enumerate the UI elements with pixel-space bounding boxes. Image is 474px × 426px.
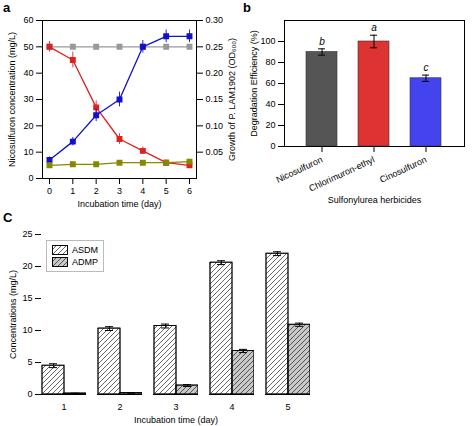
svg-text:5: 5 bbox=[285, 402, 290, 412]
html-text:b: b bbox=[243, 0, 251, 15]
svg-text:0.05: 0.05 bbox=[206, 147, 224, 157]
svg-text:100: 100 bbox=[260, 36, 275, 46]
svg-text:60: 60 bbox=[23, 15, 33, 25]
svg-text:20: 20 bbox=[265, 120, 275, 130]
svg-text:Concentrations (mg/L): Concentrations (mg/L) bbox=[8, 270, 18, 359]
svg-text:20: 20 bbox=[23, 121, 33, 131]
html-text:ASDM: ASDM bbox=[72, 245, 98, 255]
svg-text:25: 25 bbox=[22, 229, 32, 239]
svg-text:Chlorimuron-ethyl: Chlorimuron-ethyl bbox=[307, 154, 376, 193]
svg-text:Incubation time (day): Incubation time (day) bbox=[77, 199, 161, 209]
svg-text:80: 80 bbox=[265, 57, 275, 67]
svg-text:0.15: 0.15 bbox=[206, 94, 224, 104]
svg-text:b: b bbox=[319, 36, 325, 47]
svg-text:0: 0 bbox=[47, 186, 52, 196]
svg-text:c: c bbox=[424, 62, 429, 73]
svg-text:2: 2 bbox=[117, 402, 122, 412]
svg-text:Degradation Efficiency (%): Degradation Efficiency (%) bbox=[249, 30, 259, 136]
svg-text:0.30: 0.30 bbox=[206, 15, 224, 25]
svg-text:0.20: 0.20 bbox=[206, 68, 224, 78]
svg-text:0: 0 bbox=[28, 173, 33, 183]
svg-text:6: 6 bbox=[187, 186, 192, 196]
svg-text:15: 15 bbox=[22, 293, 32, 303]
svg-text:4: 4 bbox=[229, 402, 234, 412]
svg-text:5: 5 bbox=[27, 357, 32, 367]
svg-text:5: 5 bbox=[164, 186, 169, 196]
svg-text:40: 40 bbox=[265, 99, 275, 109]
svg-text:4: 4 bbox=[140, 186, 145, 196]
svg-text:Growth of P. LAM1902 (OD₆₀₀): Growth of P. LAM1902 (OD₆₀₀) bbox=[227, 38, 237, 161]
svg-text:50: 50 bbox=[23, 42, 33, 52]
svg-text:2: 2 bbox=[94, 186, 99, 196]
html-text:a: a bbox=[3, 0, 11, 15]
svg-text:1: 1 bbox=[61, 402, 66, 412]
html-text:ADMP: ADMP bbox=[72, 257, 98, 267]
svg-text:20: 20 bbox=[22, 261, 32, 271]
svg-text:a: a bbox=[371, 22, 377, 33]
svg-text:Cinosulfuron: Cinosulfuron bbox=[378, 154, 428, 184]
html-text:C: C bbox=[3, 210, 13, 225]
svg-text:40: 40 bbox=[23, 68, 33, 78]
svg-text:Nicosulfuron: Nicosulfuron bbox=[274, 154, 325, 185]
svg-text:0.10: 0.10 bbox=[206, 121, 224, 131]
svg-text:0: 0 bbox=[270, 141, 275, 151]
svg-text:30: 30 bbox=[23, 94, 33, 104]
svg-text:10: 10 bbox=[22, 325, 32, 335]
svg-text:0: 0 bbox=[27, 389, 32, 399]
svg-text:0.25: 0.25 bbox=[206, 42, 224, 52]
svg-text:Nicosulfuron concentration (mg: Nicosulfuron concentration (mg/L) bbox=[7, 32, 17, 167]
svg-text:Sulfonylurea herbicides: Sulfonylurea herbicides bbox=[328, 195, 422, 205]
svg-text:Incubation time (day): Incubation time (day) bbox=[134, 415, 218, 425]
svg-text:60: 60 bbox=[265, 78, 275, 88]
svg-text:1: 1 bbox=[70, 186, 75, 196]
svg-text:3: 3 bbox=[173, 402, 178, 412]
svg-text:3: 3 bbox=[117, 186, 122, 196]
svg-text:10: 10 bbox=[23, 147, 33, 157]
